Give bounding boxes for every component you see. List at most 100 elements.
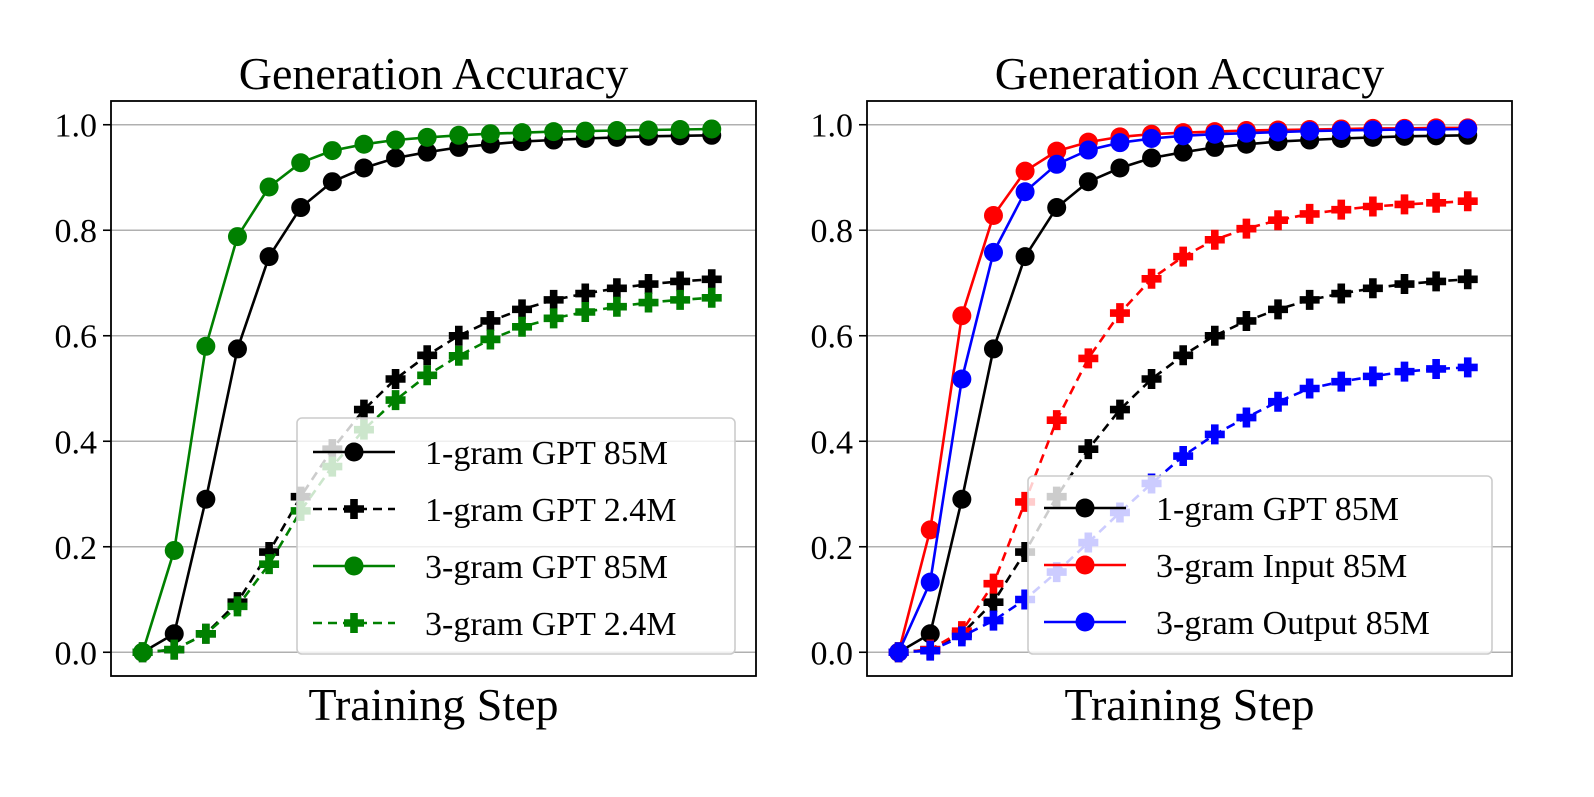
data-point bbox=[952, 369, 972, 389]
data-point bbox=[164, 624, 184, 644]
legend-marker bbox=[1075, 498, 1095, 518]
legend-marker bbox=[344, 613, 364, 633]
y-tick-label: 0.0 bbox=[811, 635, 854, 672]
legend: 1-gram GPT 85M 1-gram GPT 2.4M 3-gram GPT … bbox=[296, 417, 736, 655]
data-point bbox=[1047, 154, 1067, 174]
data-point bbox=[512, 299, 533, 320]
data-point bbox=[1426, 192, 1447, 213]
data-point bbox=[1078, 439, 1099, 460]
data-point bbox=[575, 121, 595, 141]
y-tick-label: 0.6 bbox=[811, 319, 854, 356]
y-tick-label: 0.4 bbox=[55, 424, 98, 461]
legend-box bbox=[1027, 475, 1493, 655]
data-point bbox=[1173, 246, 1194, 267]
data-point bbox=[1142, 148, 1162, 168]
right-chart-panel: 0.0 0.2 0.4 0.6 0.8 1.0 1-gram GPT 85M 3-gram I… bbox=[811, 48, 1513, 730]
data-point bbox=[480, 329, 501, 350]
data-point bbox=[701, 287, 722, 308]
data-point bbox=[291, 198, 311, 218]
legend-label: 1-gram GPT 85M bbox=[425, 435, 668, 472]
data-point bbox=[575, 302, 596, 323]
data-point bbox=[983, 205, 1003, 225]
data-point bbox=[448, 345, 469, 366]
data-point bbox=[1078, 140, 1098, 160]
data-point bbox=[670, 119, 690, 139]
legend-marker bbox=[344, 442, 364, 462]
data-point bbox=[1331, 371, 1352, 392]
data-point bbox=[639, 120, 658, 140]
data-point bbox=[1299, 203, 1320, 224]
data-point bbox=[1047, 141, 1067, 161]
data-point bbox=[164, 540, 184, 560]
data-point bbox=[1362, 278, 1383, 299]
data-point bbox=[1457, 269, 1478, 290]
data-point bbox=[512, 123, 532, 143]
x-axis-label: Training Step bbox=[308, 679, 558, 730]
data-point bbox=[1268, 122, 1288, 142]
data-point bbox=[1331, 121, 1351, 141]
data-point bbox=[512, 316, 533, 337]
data-point bbox=[606, 278, 627, 299]
data-point bbox=[1395, 119, 1414, 139]
data-point bbox=[386, 148, 406, 168]
legend-label: 3-gram GPT 2.4M bbox=[425, 606, 677, 643]
data-point bbox=[1141, 268, 1162, 289]
data-point bbox=[480, 310, 501, 331]
data-point bbox=[920, 572, 940, 592]
data-point bbox=[702, 119, 722, 139]
data-point bbox=[417, 365, 438, 386]
data-point bbox=[1236, 218, 1257, 239]
y-tick-label: 0.4 bbox=[811, 424, 854, 461]
data-point bbox=[701, 269, 722, 290]
data-point bbox=[1204, 325, 1225, 346]
data-point bbox=[259, 247, 279, 267]
data-point bbox=[449, 125, 469, 145]
data-point bbox=[1078, 172, 1098, 192]
data-point bbox=[322, 172, 342, 192]
data-point bbox=[983, 573, 1004, 594]
data-point bbox=[1268, 210, 1289, 231]
x-axis-label: Training Step bbox=[1064, 679, 1314, 730]
chart-title: Generation Accuracy bbox=[239, 48, 629, 99]
data-point bbox=[638, 274, 659, 295]
legend-box bbox=[296, 417, 736, 655]
data-point bbox=[1015, 589, 1036, 610]
data-point bbox=[1299, 378, 1320, 399]
data-point bbox=[195, 623, 216, 644]
data-point bbox=[1015, 247, 1035, 267]
data-point bbox=[543, 308, 564, 329]
data-point bbox=[1426, 119, 1446, 139]
data-point bbox=[1205, 124, 1225, 144]
legend-label: 3-gram Output 85M bbox=[1156, 605, 1430, 642]
legend-label: 3-gram Input 85M bbox=[1156, 548, 1407, 585]
series-1-gram-gpt-2-4m bbox=[888, 269, 1478, 663]
legend-label: 3-gram GPT 85M bbox=[425, 549, 668, 586]
legend-marker bbox=[344, 499, 364, 519]
data-point bbox=[1300, 121, 1320, 141]
data-point bbox=[1173, 446, 1194, 467]
data-point bbox=[164, 639, 185, 660]
data-point bbox=[888, 642, 909, 663]
data-point bbox=[1109, 303, 1130, 324]
legend-label: 1-gram GPT 85M bbox=[1156, 491, 1399, 528]
chart-title: Generation Accuracy bbox=[995, 48, 1385, 99]
data-point bbox=[1078, 348, 1099, 369]
legend-label: 1-gram GPT 2.4M bbox=[425, 492, 677, 529]
axes-frame bbox=[866, 100, 1513, 677]
data-point bbox=[1236, 407, 1257, 428]
data-point bbox=[952, 306, 972, 326]
data-point bbox=[1458, 119, 1478, 139]
data-point bbox=[543, 289, 564, 310]
data-point bbox=[1457, 191, 1478, 212]
data-point bbox=[322, 141, 342, 161]
data-point bbox=[920, 624, 940, 644]
data-point bbox=[417, 345, 438, 366]
data-point bbox=[951, 626, 972, 647]
data-point bbox=[1173, 345, 1194, 366]
data-point bbox=[353, 399, 374, 420]
data-point bbox=[920, 640, 941, 661]
y-tick-label: 0.6 bbox=[55, 319, 98, 356]
data-point bbox=[1110, 133, 1130, 153]
